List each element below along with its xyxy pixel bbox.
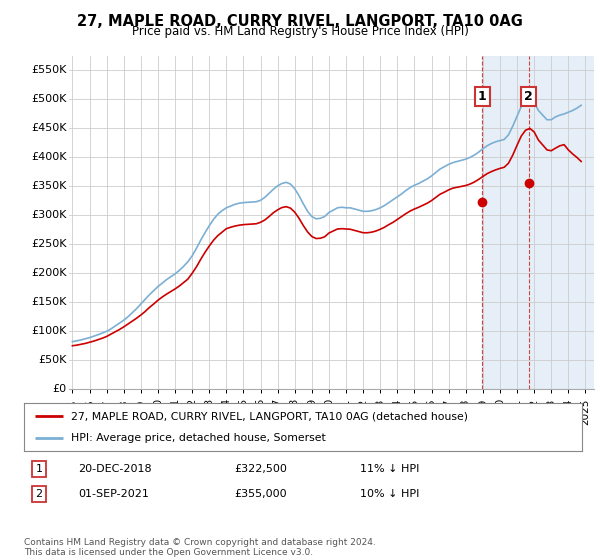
- Text: 1: 1: [35, 464, 43, 474]
- Text: 10% ↓ HPI: 10% ↓ HPI: [360, 489, 419, 499]
- Text: £250K: £250K: [31, 239, 67, 249]
- Text: £100K: £100K: [31, 326, 67, 336]
- Text: £450K: £450K: [31, 123, 67, 133]
- Text: 20-DEC-2018: 20-DEC-2018: [78, 464, 152, 474]
- Text: £300K: £300K: [31, 211, 67, 220]
- Text: Contains HM Land Registry data © Crown copyright and database right 2024.
This d: Contains HM Land Registry data © Crown c…: [24, 538, 376, 557]
- Text: 27, MAPLE ROAD, CURRY RIVEL, LANGPORT, TA10 0AG (detached house): 27, MAPLE ROAD, CURRY RIVEL, LANGPORT, T…: [71, 411, 469, 421]
- Text: 1: 1: [478, 90, 487, 103]
- Text: 01-SEP-2021: 01-SEP-2021: [78, 489, 149, 499]
- Text: £200K: £200K: [31, 268, 67, 278]
- Text: £50K: £50K: [38, 355, 67, 365]
- Text: 11% ↓ HPI: 11% ↓ HPI: [360, 464, 419, 474]
- Text: Price paid vs. HM Land Registry's House Price Index (HPI): Price paid vs. HM Land Registry's House …: [131, 25, 469, 38]
- Text: 27, MAPLE ROAD, CURRY RIVEL, LANGPORT, TA10 0AG: 27, MAPLE ROAD, CURRY RIVEL, LANGPORT, T…: [77, 14, 523, 29]
- Text: £400K: £400K: [31, 152, 67, 162]
- Bar: [482, 56, 594, 389]
- Text: £322,500: £322,500: [234, 464, 287, 474]
- Text: £355,000: £355,000: [234, 489, 287, 499]
- Text: 2: 2: [35, 489, 43, 499]
- Text: £550K: £550K: [31, 66, 67, 76]
- Text: HPI: Average price, detached house, Somerset: HPI: Average price, detached house, Some…: [71, 433, 326, 443]
- Text: £0: £0: [52, 384, 67, 394]
- Text: £150K: £150K: [31, 297, 67, 307]
- Text: 2: 2: [524, 90, 533, 103]
- Text: £500K: £500K: [31, 95, 67, 105]
- Text: £350K: £350K: [31, 181, 67, 192]
